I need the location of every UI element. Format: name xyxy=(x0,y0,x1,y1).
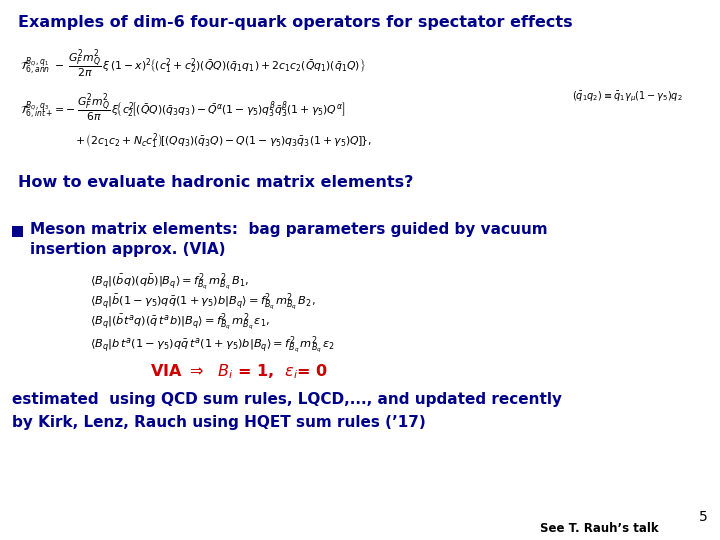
Text: 5: 5 xyxy=(699,510,708,524)
Text: $\mathcal{T}_{6,int+}^{B_Q,q_3} \!=\! -\dfrac{G_F^2 m_Q^2}{6\pi}\,\xi\!\left\{c_: $\mathcal{T}_{6,int+}^{B_Q,q_3} \!=\! -\… xyxy=(20,92,346,124)
Text: How to evaluate hadronic matrix elements?: How to evaluate hadronic matrix elements… xyxy=(18,175,413,190)
Text: See T. Rauh’s talk: See T. Rauh’s talk xyxy=(540,522,659,535)
Text: by Kirk, Lenz, Rauch using HQET sum rules (’17): by Kirk, Lenz, Rauch using HQET sum rule… xyxy=(12,415,426,430)
Text: $\langle B_q|(\bar{b}q)(q\bar{b})|B_q\rangle = f_{B_q}^2\,m_{B_q}^2\,B_1,$: $\langle B_q|(\bar{b}q)(q\bar{b})|B_q\ra… xyxy=(90,272,249,293)
Text: $\langle B_q|(\bar{b}t^a q)(\bar{q}\,t^a b)|B_q\rangle = f_{B_q}^2\,m_{B_q}^2\,\: $\langle B_q|(\bar{b}t^a q)(\bar{q}\,t^a… xyxy=(90,312,270,333)
Text: $\langle B_q|\bar{b}(1-\gamma_5)q\bar{q}(1+\gamma_5)b|B_q\rangle = f_{B_q}^2\,m_: $\langle B_q|\bar{b}(1-\gamma_5)q\bar{q}… xyxy=(90,292,315,313)
Text: Meson matrix elements:  bag parameters guided by vacuum: Meson matrix elements: bag parameters gu… xyxy=(30,222,548,237)
Text: $+\,\left(2c_1 c_2+N_c c_1^2\right)\!\left[(Qq_3)(\bar{q}_3 Q)-Q(1-\gamma_5)q_3\: $+\,\left(2c_1 c_2+N_c c_1^2\right)\!\le… xyxy=(75,132,372,151)
Text: $\mathcal{T}_{6,ann}^{B_Q,q_1} \;-\; \dfrac{G_F^2 m_Q^2}{2\pi}\,\xi\,(1-x)^2\!\l: $\mathcal{T}_{6,ann}^{B_Q,q_1} \;-\; \df… xyxy=(20,48,366,80)
Text: $(\bar{q}_1 q_2)\equiv \bar{q}_1\gamma_\mu(1-\gamma_5)q_2$: $(\bar{q}_1 q_2)\equiv \bar{q}_1\gamma_\… xyxy=(572,90,683,104)
Text: $\langle B_q|b\,t^a(1-\gamma_5)q\bar{q}\,t^a(1+\gamma_5)b|B_q\rangle = f_{B_q}^2: $\langle B_q|b\,t^a(1-\gamma_5)q\bar{q}\… xyxy=(90,334,335,356)
FancyBboxPatch shape xyxy=(12,226,23,237)
Text: insertion approx. (VIA): insertion approx. (VIA) xyxy=(30,242,225,257)
Text: estimated  using QCD sum rules, LQCD,..., and updated recently: estimated using QCD sum rules, LQCD,...,… xyxy=(12,392,562,407)
Text: Examples of dim-6 four-quark operators for spectator effects: Examples of dim-6 four-quark operators f… xyxy=(18,15,572,30)
Text: VIA $\Rightarrow$  $B_i$ = 1,  $\varepsilon_i$= 0: VIA $\Rightarrow$ $B_i$ = 1, $\varepsilo… xyxy=(150,362,328,381)
